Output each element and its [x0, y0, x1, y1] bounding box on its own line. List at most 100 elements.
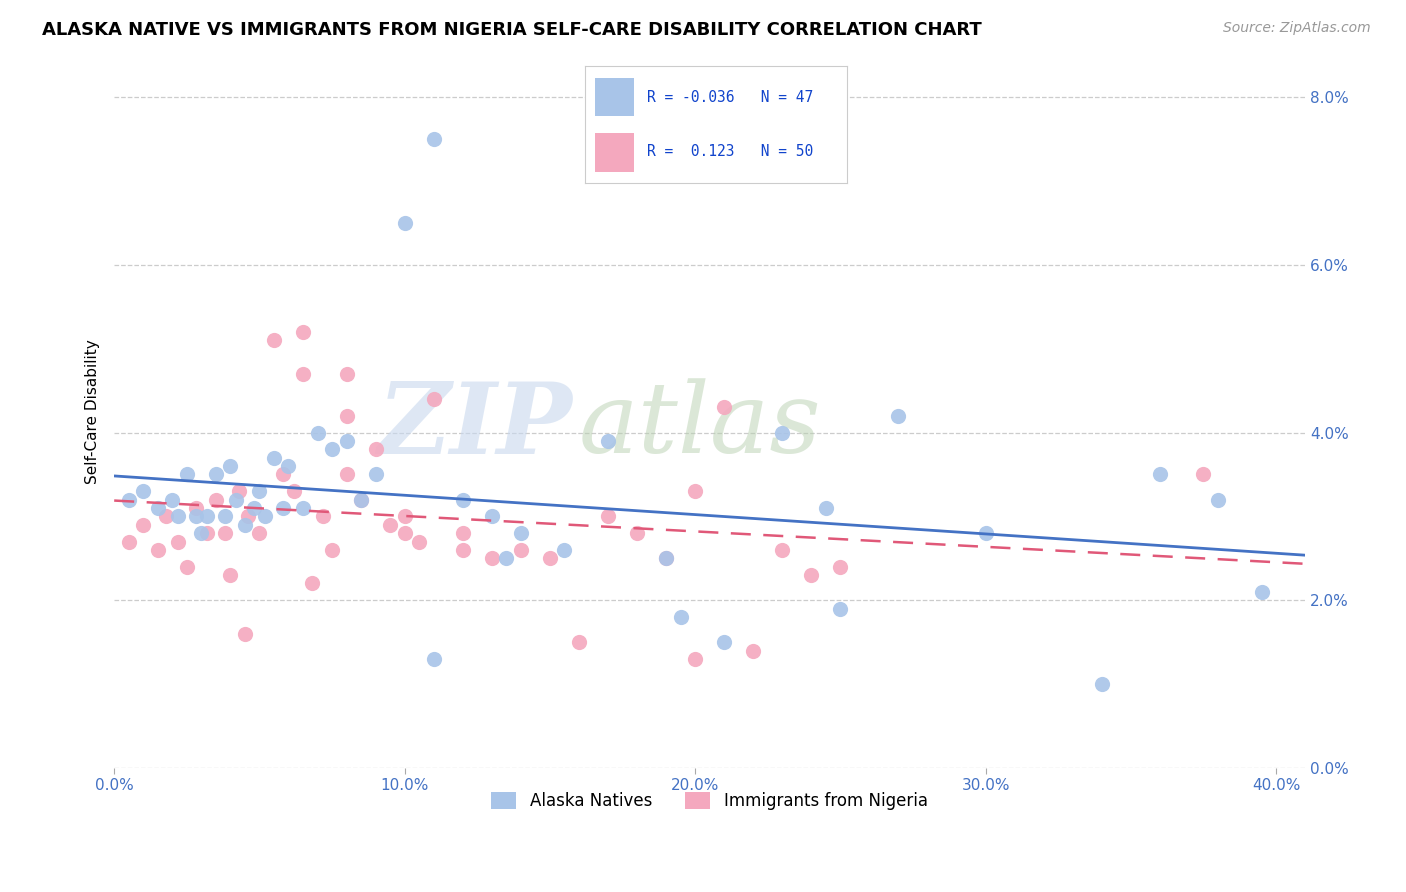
Point	[214, 509, 236, 524]
Point	[669, 610, 692, 624]
Point	[307, 425, 329, 440]
Point	[190, 526, 212, 541]
Point	[422, 132, 444, 146]
Point	[146, 500, 169, 515]
Point	[364, 442, 387, 457]
Point	[481, 509, 503, 524]
Point	[350, 492, 373, 507]
Point	[655, 551, 678, 566]
Point	[378, 517, 401, 532]
Point	[350, 492, 373, 507]
Point	[195, 509, 218, 524]
Point	[283, 484, 305, 499]
Point	[335, 367, 357, 381]
Point	[118, 492, 141, 507]
Point	[408, 534, 430, 549]
Point	[830, 559, 852, 574]
Point	[509, 526, 531, 541]
Point	[742, 643, 765, 657]
Point	[422, 392, 444, 406]
Point	[263, 333, 285, 347]
Point	[394, 216, 416, 230]
Point	[205, 467, 228, 482]
Point	[291, 500, 314, 515]
Point	[176, 559, 198, 574]
Point	[184, 509, 207, 524]
Point	[233, 517, 256, 532]
Point	[887, 409, 910, 423]
Point	[655, 551, 678, 566]
Text: atlas: atlas	[579, 378, 821, 474]
Point	[770, 425, 793, 440]
Point	[225, 492, 247, 507]
Point	[301, 576, 323, 591]
Point	[271, 500, 294, 515]
Point	[481, 551, 503, 566]
Point	[167, 534, 190, 549]
Point	[814, 500, 837, 515]
Point	[830, 601, 852, 615]
Point	[1149, 467, 1171, 482]
Point	[1250, 584, 1272, 599]
Point	[312, 509, 335, 524]
Point	[394, 526, 416, 541]
Legend: Alaska Natives, Immigrants from Nigeria: Alaska Natives, Immigrants from Nigeria	[485, 785, 935, 817]
Point	[1091, 677, 1114, 691]
Point	[219, 458, 242, 473]
Point	[146, 542, 169, 557]
Point	[291, 367, 314, 381]
Text: Source: ZipAtlas.com: Source: ZipAtlas.com	[1223, 21, 1371, 35]
Point	[249, 484, 271, 499]
Y-axis label: Self-Care Disability: Self-Care Disability	[86, 339, 100, 484]
Point	[626, 526, 648, 541]
Point	[335, 467, 357, 482]
Point	[770, 542, 793, 557]
Point	[291, 325, 314, 339]
Point	[263, 450, 285, 465]
Point	[596, 434, 619, 448]
Point	[451, 492, 474, 507]
Point	[132, 484, 155, 499]
Point	[184, 500, 207, 515]
Point	[335, 409, 357, 423]
Point	[974, 526, 997, 541]
Point	[422, 652, 444, 666]
Point	[195, 526, 218, 541]
Point	[132, 517, 155, 532]
Point	[214, 526, 236, 541]
Point	[394, 509, 416, 524]
Point	[219, 568, 242, 582]
Point	[553, 542, 575, 557]
Point	[176, 467, 198, 482]
Point	[800, 568, 823, 582]
Point	[495, 551, 517, 566]
Point	[683, 484, 706, 499]
Point	[568, 635, 591, 649]
Point	[509, 542, 531, 557]
Point	[451, 542, 474, 557]
Point	[162, 492, 184, 507]
Point	[242, 500, 264, 515]
Point	[277, 458, 299, 473]
Point	[364, 467, 387, 482]
Point	[1192, 467, 1215, 482]
Point	[683, 652, 706, 666]
Point	[254, 509, 277, 524]
Point	[228, 484, 250, 499]
Point	[249, 526, 271, 541]
Point	[321, 442, 343, 457]
Point	[167, 509, 190, 524]
Text: ZIP: ZIP	[378, 377, 572, 474]
Point	[713, 635, 735, 649]
Point	[118, 534, 141, 549]
Point	[155, 509, 177, 524]
Point	[205, 492, 228, 507]
Point	[713, 401, 735, 415]
Text: ALASKA NATIVE VS IMMIGRANTS FROM NIGERIA SELF-CARE DISABILITY CORRELATION CHART: ALASKA NATIVE VS IMMIGRANTS FROM NIGERIA…	[42, 21, 981, 38]
Point	[271, 467, 294, 482]
Point	[1206, 492, 1229, 507]
Point	[233, 627, 256, 641]
Point	[321, 542, 343, 557]
Point	[335, 434, 357, 448]
Point	[451, 526, 474, 541]
